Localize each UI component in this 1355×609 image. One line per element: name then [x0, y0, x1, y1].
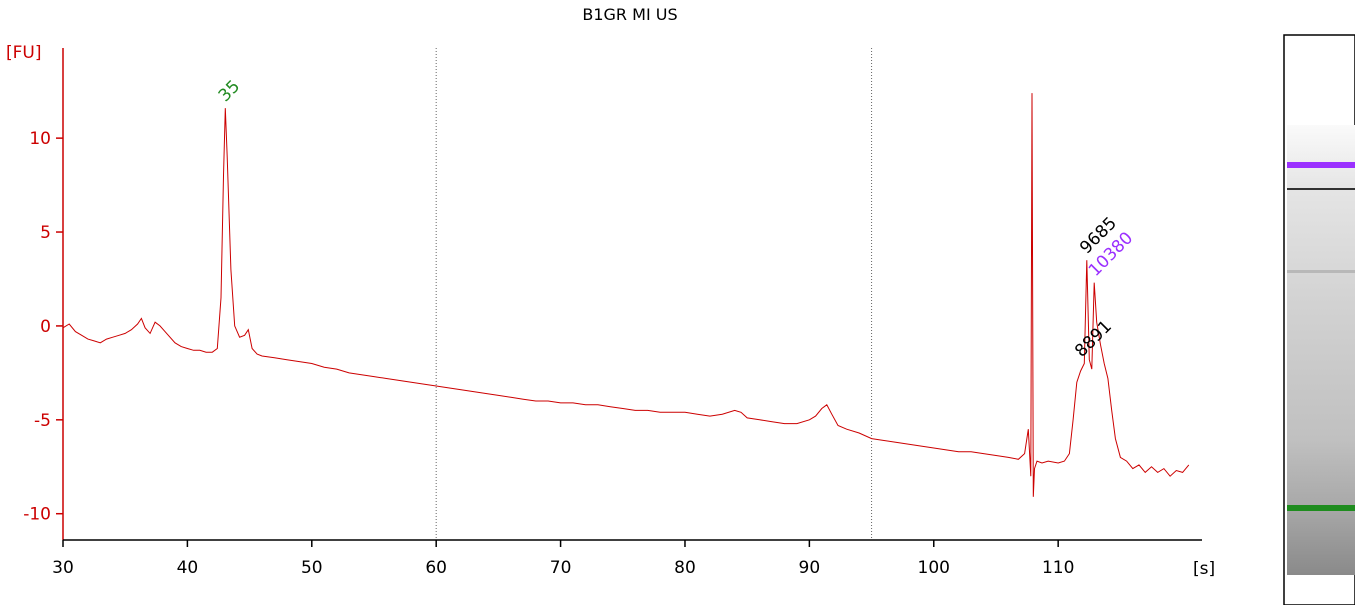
lower-marker-band: [1287, 505, 1355, 511]
y-tick-label: 5: [40, 223, 51, 243]
trace: [62, 93, 1190, 497]
upper-marker-band: [1287, 162, 1355, 168]
y-axis-label: [FU]: [6, 43, 42, 63]
x-tick-label: 100: [918, 558, 950, 578]
x-tick-label: 110: [1042, 558, 1074, 578]
x-tick-label: 40: [177, 558, 199, 578]
x-tick-label: 30: [52, 558, 74, 578]
x-tick-label: 60: [425, 558, 447, 578]
x-axis-label: [s]: [1193, 559, 1215, 579]
y-tick-label: -5: [34, 411, 51, 431]
x-tick-label: 70: [550, 558, 572, 578]
x-tick-label: 50: [301, 558, 323, 578]
x-tick-label: 90: [799, 558, 821, 578]
y-tick-label: 0: [40, 317, 51, 337]
gel-lane: [1283, 34, 1355, 606]
chart-title: B1GR MI US: [582, 5, 677, 24]
lane-gel: [1287, 125, 1355, 575]
faint-band: [1287, 270, 1355, 273]
y-tick-label: 10: [29, 129, 51, 149]
peak-label: 35: [215, 77, 244, 106]
sample-band: [1287, 188, 1355, 190]
x-tick-label: 80: [674, 558, 696, 578]
y-tick-label: -10: [23, 505, 51, 525]
